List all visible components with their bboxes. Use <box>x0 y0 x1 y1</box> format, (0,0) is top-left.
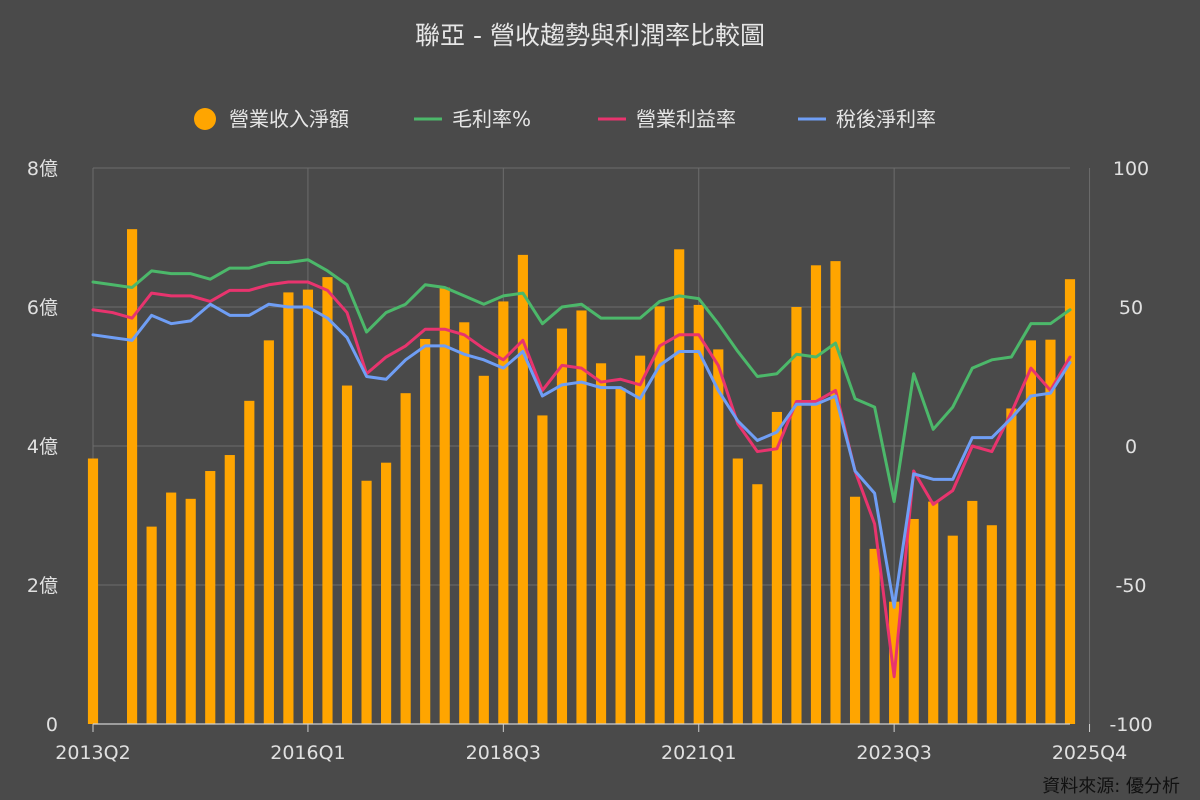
revenue-bar <box>185 498 196 724</box>
line-series <box>91 258 1072 679</box>
y-right-tick-label: 0 <box>1125 436 1137 458</box>
revenue-bar <box>928 501 939 724</box>
x-tick-label: 2013Q2 <box>55 742 130 764</box>
revenue-bar <box>400 393 411 724</box>
revenue-bar <box>205 471 216 724</box>
revenue-bar <box>517 254 528 724</box>
y-left-tick-label: 0 <box>46 714 58 736</box>
revenue-bar <box>693 304 704 724</box>
revenue-bar <box>791 307 802 724</box>
revenue-bar <box>361 480 372 724</box>
revenue-bar <box>908 518 919 724</box>
revenue-bar <box>87 458 99 724</box>
revenue-bar <box>283 292 294 724</box>
y-left-tick-label: 8億 <box>27 158 58 180</box>
y-right-tick-label: -50 <box>1115 575 1146 597</box>
revenue-bar <box>1045 339 1056 724</box>
revenue-bar <box>439 287 450 724</box>
legend-label: 營業收入淨額 <box>229 107 349 131</box>
revenue-bar <box>224 455 235 724</box>
revenue-bar <box>341 385 353 724</box>
revenue-bar <box>615 388 626 724</box>
y-right-tick-label: 100 <box>1113 158 1149 180</box>
series-line <box>91 258 1072 504</box>
revenue-bar <box>244 400 255 724</box>
series-line <box>91 302 1072 609</box>
revenue-bar <box>146 526 157 724</box>
revenue-bar <box>849 496 861 724</box>
y-right-tick-label: -100 <box>1109 714 1152 736</box>
revenue-bar <box>830 261 841 724</box>
revenue-bar <box>498 301 509 724</box>
legend-marker <box>194 108 216 130</box>
legend-label: 稅後淨利率 <box>836 107 936 131</box>
revenue-bar <box>771 411 782 724</box>
revenue-bar <box>986 525 997 724</box>
revenue-bar <box>576 310 587 724</box>
revenue-bar <box>478 375 489 724</box>
series-line <box>91 280 1072 679</box>
revenue-bar <box>420 338 431 724</box>
legend-label: 營業利益率 <box>636 107 736 131</box>
revenue-bar <box>674 249 685 724</box>
source-credit: 資料來源: 優分析 <box>1042 776 1180 797</box>
revenue-bar <box>713 349 724 724</box>
revenue-bar <box>537 415 548 724</box>
revenue-bar <box>1006 408 1017 724</box>
revenue-bar <box>126 229 138 724</box>
revenue-bar <box>595 363 607 724</box>
revenue-bar <box>322 277 333 724</box>
legend-label: 毛利率% <box>452 107 531 131</box>
legend: 營業收入淨額 毛利率% 營業利益率 稅後淨利率 <box>194 107 936 131</box>
revenue-bar <box>869 548 880 724</box>
y-left-tick-label: 4億 <box>27 436 58 458</box>
revenue-bar <box>381 462 392 724</box>
revenue-bar <box>752 484 763 724</box>
y-left-tick-label: 2億 <box>27 575 58 597</box>
revenue-bar <box>635 355 646 724</box>
revenue-bar <box>1064 279 1076 724</box>
axes: 0 2億 4億 6億 8億 -100 -50 0 50 100 2013Q2 2016Q1 2018Q3… <box>27 158 1153 764</box>
revenue-bar <box>654 306 665 724</box>
revenue-bar <box>302 289 314 724</box>
gridlines <box>92 167 1091 725</box>
revenue-bar <box>1025 340 1037 724</box>
y-right-tick-label: 50 <box>1119 297 1143 319</box>
revenue-bar <box>810 265 822 724</box>
chart-title: 聯亞 - 營收趨勢與利潤率比較圖 <box>415 21 765 50</box>
revenue-bar <box>459 322 470 724</box>
x-tick-label: 2023Q3 <box>856 742 931 764</box>
revenue-bar <box>967 500 978 724</box>
revenue-bar <box>732 458 743 724</box>
revenue-bar <box>947 535 958 724</box>
x-tick-label: 2025Q4 <box>1052 742 1127 764</box>
revenue-bar <box>556 328 568 724</box>
x-tick-label: 2021Q1 <box>661 742 736 764</box>
y-left-tick-label: 6億 <box>27 297 58 319</box>
revenue-bar <box>263 340 274 724</box>
x-tick-label: 2018Q3 <box>466 742 541 764</box>
x-tick-label: 2016Q1 <box>270 742 345 764</box>
revenue-bar <box>166 492 177 724</box>
